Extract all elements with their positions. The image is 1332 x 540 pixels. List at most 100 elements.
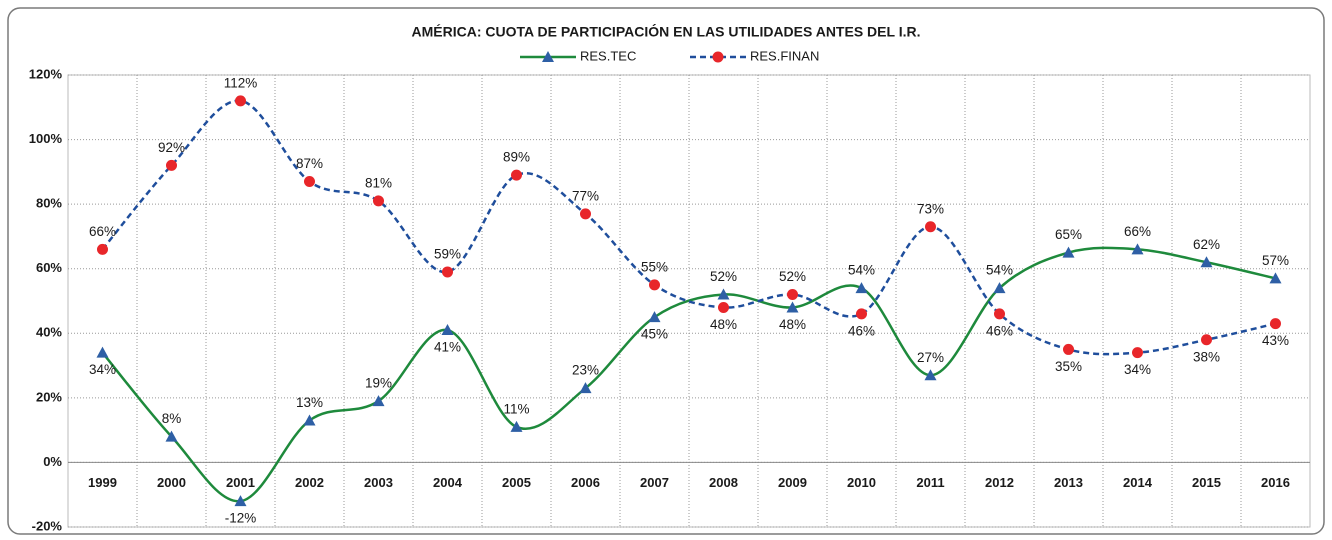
data-label: 43% (1262, 333, 1289, 348)
marker (580, 208, 591, 220)
marker (579, 382, 592, 394)
marker (303, 414, 316, 426)
data-label: 87% (296, 156, 323, 171)
marker (234, 495, 247, 507)
data-label: 23% (572, 363, 599, 378)
marker (1131, 243, 1144, 255)
x-tick-label: 2004 (433, 475, 463, 490)
y-tick-label: 100% (29, 131, 63, 146)
marker (648, 311, 661, 323)
marker (1269, 272, 1282, 284)
marker (993, 282, 1006, 294)
data-label: 81% (365, 175, 392, 190)
data-label: 66% (89, 224, 116, 239)
x-tick-label: 2007 (640, 475, 669, 490)
marker (1063, 343, 1074, 355)
data-label: 59% (434, 247, 461, 262)
data-label: 35% (1055, 359, 1082, 374)
data-label: 65% (1055, 227, 1082, 242)
x-tick-label: 2016 (1261, 475, 1290, 490)
y-tick-label: 60% (36, 260, 62, 275)
x-tick-label: 2015 (1192, 475, 1221, 490)
x-tick-label: 2013 (1054, 475, 1083, 490)
marker (855, 282, 868, 294)
marker (924, 369, 937, 381)
data-label: 57% (1262, 253, 1289, 268)
data-label: 52% (710, 269, 737, 284)
y-tick-label: 80% (36, 196, 62, 211)
x-tick-label: 1999 (88, 475, 117, 490)
data-label: 62% (1193, 237, 1220, 252)
y-tick-label: 20% (36, 389, 62, 404)
marker (994, 308, 1005, 320)
series-line (101, 246, 1276, 503)
y-tick-label: -20% (32, 518, 63, 533)
data-label: 19% (365, 376, 392, 391)
marker (510, 420, 523, 432)
x-tick-label: 2012 (985, 475, 1014, 490)
data-label: 34% (89, 362, 116, 377)
marker (511, 169, 522, 181)
chart-title: AMÉRICA: CUOTA DE PARTICIPACIÓN EN LAS U… (412, 23, 921, 40)
marker (1132, 347, 1143, 359)
legend-marker (542, 51, 554, 62)
data-label: -12% (225, 511, 257, 526)
data-label: 41% (434, 340, 461, 355)
data-label: 45% (641, 327, 668, 342)
data-label: 11% (503, 401, 529, 416)
x-tick-label: 2002 (295, 475, 324, 490)
data-label: 34% (1124, 362, 1151, 377)
data-label: 13% (296, 395, 323, 410)
marker (166, 159, 177, 171)
data-label: 8% (162, 411, 182, 426)
data-label: 52% (779, 269, 806, 284)
marker (373, 195, 384, 207)
y-tick-label: 0% (43, 454, 62, 469)
legend-label: RES.FINAN (750, 48, 819, 63)
marker (97, 243, 108, 255)
data-label: 48% (710, 317, 737, 332)
x-tick-label: 2000 (157, 475, 186, 490)
x-tick-label: 2010 (847, 475, 876, 490)
marker (787, 289, 798, 301)
marker (1201, 334, 1212, 346)
x-tick-label: 2001 (226, 475, 255, 490)
marker (235, 95, 246, 107)
data-label: 48% (779, 317, 806, 332)
legend-label: RES.TEC (580, 48, 636, 63)
x-tick-label: 2009 (778, 475, 807, 490)
marker (718, 301, 729, 313)
legend-marker (712, 51, 724, 63)
x-tick-label: 2011 (916, 475, 944, 490)
data-label: 55% (641, 259, 668, 274)
x-tick-label: 2005 (502, 475, 531, 490)
data-label: 46% (848, 323, 875, 338)
marker (649, 279, 660, 291)
y-tick-label: 40% (36, 325, 62, 340)
data-label: 27% (917, 350, 944, 365)
x-tick-label: 2014 (1123, 475, 1153, 490)
marker (856, 308, 867, 320)
data-label: 46% (986, 323, 1013, 338)
data-label: 38% (1193, 349, 1220, 364)
marker (165, 430, 178, 442)
data-label: 66% (1124, 224, 1151, 239)
marker (925, 221, 936, 233)
marker (1062, 246, 1075, 258)
marker (372, 395, 385, 407)
x-tick-label: 2003 (364, 475, 393, 490)
data-label: 54% (986, 263, 1013, 278)
data-label: 73% (917, 201, 944, 216)
data-label: 92% (158, 140, 185, 155)
data-label: 77% (572, 188, 599, 203)
x-tick-label: 2008 (709, 475, 738, 490)
marker (717, 288, 730, 300)
data-label: 54% (848, 263, 875, 278)
marker (786, 301, 799, 313)
x-tick-label: 2006 (571, 475, 600, 490)
marker (441, 324, 454, 336)
marker (1270, 318, 1281, 330)
y-tick-label: 120% (29, 66, 63, 81)
marker (304, 176, 315, 188)
